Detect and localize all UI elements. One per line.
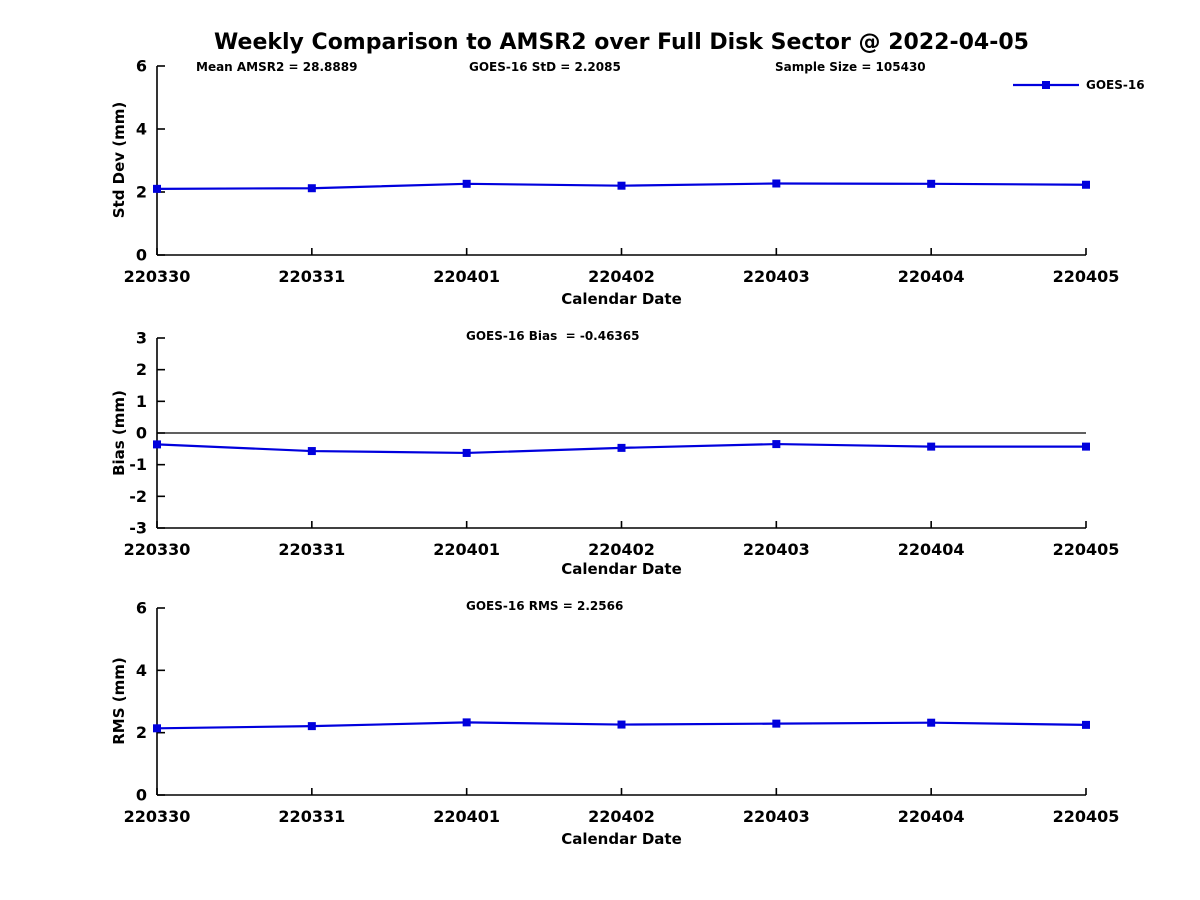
x-tick-label: 220405	[1053, 540, 1120, 559]
data-point-marker	[1082, 720, 1090, 729]
data-point-marker	[772, 179, 781, 188]
y-tick-label: 0	[136, 246, 147, 265]
x-tick-label: 220402	[588, 267, 655, 286]
data-point-marker	[772, 440, 781, 449]
xlabel-bias: Calendar Date	[561, 560, 682, 578]
data-point-marker	[462, 448, 471, 457]
annotation-goes16-rms: GOES-16 RMS = 2.2566	[466, 599, 624, 613]
data-point-marker	[617, 443, 626, 452]
legend-label: GOES-16	[1086, 78, 1145, 92]
x-tick-label: 220331	[278, 267, 345, 286]
x-tick-label: 220401	[433, 540, 500, 559]
y-tick-label: 2	[136, 723, 147, 742]
x-tick-label: 220405	[1053, 807, 1120, 826]
x-tick-label: 220331	[278, 540, 345, 559]
chart-title: Weekly Comparison to AMSR2 over Full Dis…	[214, 30, 1029, 55]
x-tick-label: 220403	[743, 267, 810, 286]
y-tick-label: -3	[129, 519, 147, 538]
annotation-sample-size: Sample Size = 105430	[775, 60, 926, 74]
x-tick-label: 220403	[743, 540, 810, 559]
y-tick-label: 0	[136, 786, 147, 805]
y-tick-label: -2	[129, 487, 147, 506]
data-point-marker	[772, 719, 781, 728]
x-tick-label: 220330	[124, 540, 191, 559]
data-point-marker	[307, 184, 316, 193]
data-point-marker	[1082, 442, 1090, 451]
ylabel-bias: Bias (mm)	[110, 390, 128, 476]
legend: GOES-16	[1013, 78, 1145, 92]
legend-line-swatch	[1013, 81, 1079, 89]
x-tick-label: 220404	[898, 267, 965, 286]
xlabel-stddev: Calendar Date	[561, 290, 682, 308]
x-tick-label: 220404	[898, 807, 965, 826]
data-point-marker	[307, 722, 316, 731]
y-tick-label: 6	[136, 599, 147, 618]
data-point-marker	[617, 181, 626, 190]
x-tick-label: 220330	[124, 267, 191, 286]
xlabel-rms: Calendar Date	[561, 830, 682, 848]
subplot-rms: 0 2 4 6 220330 220331 220401 220402 220403 220404…	[124, 599, 1120, 827]
subplot-bias: -3 -2 -1 0 1 2 3 220330 220331 220401 220402 220403…	[124, 329, 1120, 560]
subplot-stddev: 0 2 4 6 220330 220331 220401 220402 220403 220404…	[124, 57, 1120, 287]
x-tick-label: 220405	[1053, 267, 1120, 286]
data-point-marker	[927, 179, 936, 188]
annotation-goes16-std: GOES-16 StD = 2.2085	[469, 60, 621, 74]
x-tick-label: 220402	[588, 540, 655, 559]
data-point-marker	[1082, 180, 1090, 189]
data-point-marker	[153, 724, 161, 733]
y-tick-label: 0	[136, 424, 147, 443]
x-tick-label: 220401	[433, 267, 500, 286]
y-tick-label: 2	[136, 183, 147, 202]
ylabel-stddev: Std Dev (mm)	[110, 101, 128, 219]
x-tick-label: 220331	[278, 807, 345, 826]
annotation-goes16-bias: GOES-16 Bias = -0.46365	[466, 329, 640, 343]
y-tick-label: 3	[136, 329, 147, 348]
data-point-marker	[462, 718, 471, 727]
x-tick-label: 220403	[743, 807, 810, 826]
legend-marker	[1042, 81, 1050, 89]
x-tick-label: 220330	[124, 807, 191, 826]
x-tick-label: 220404	[898, 540, 965, 559]
data-point-marker	[153, 440, 161, 449]
data-point-marker	[927, 718, 936, 727]
y-tick-label: 4	[136, 120, 147, 139]
y-tick-label: 2	[136, 360, 147, 379]
y-tick-label: 4	[136, 661, 147, 680]
data-point-marker	[462, 179, 471, 188]
y-tick-label: 6	[136, 57, 147, 76]
x-tick-label: 220402	[588, 807, 655, 826]
ylabel-rms: RMS (mm)	[110, 657, 128, 745]
y-tick-label: 1	[136, 392, 147, 411]
annotation-mean-amsr2: Mean AMSR2 = 28.8889	[196, 60, 358, 74]
y-tick-label: -1	[129, 455, 147, 474]
data-point-marker	[927, 442, 936, 451]
data-point-marker	[307, 447, 316, 456]
x-tick-label: 220401	[433, 807, 500, 826]
data-point-marker	[617, 720, 626, 729]
data-point-marker	[153, 184, 161, 193]
